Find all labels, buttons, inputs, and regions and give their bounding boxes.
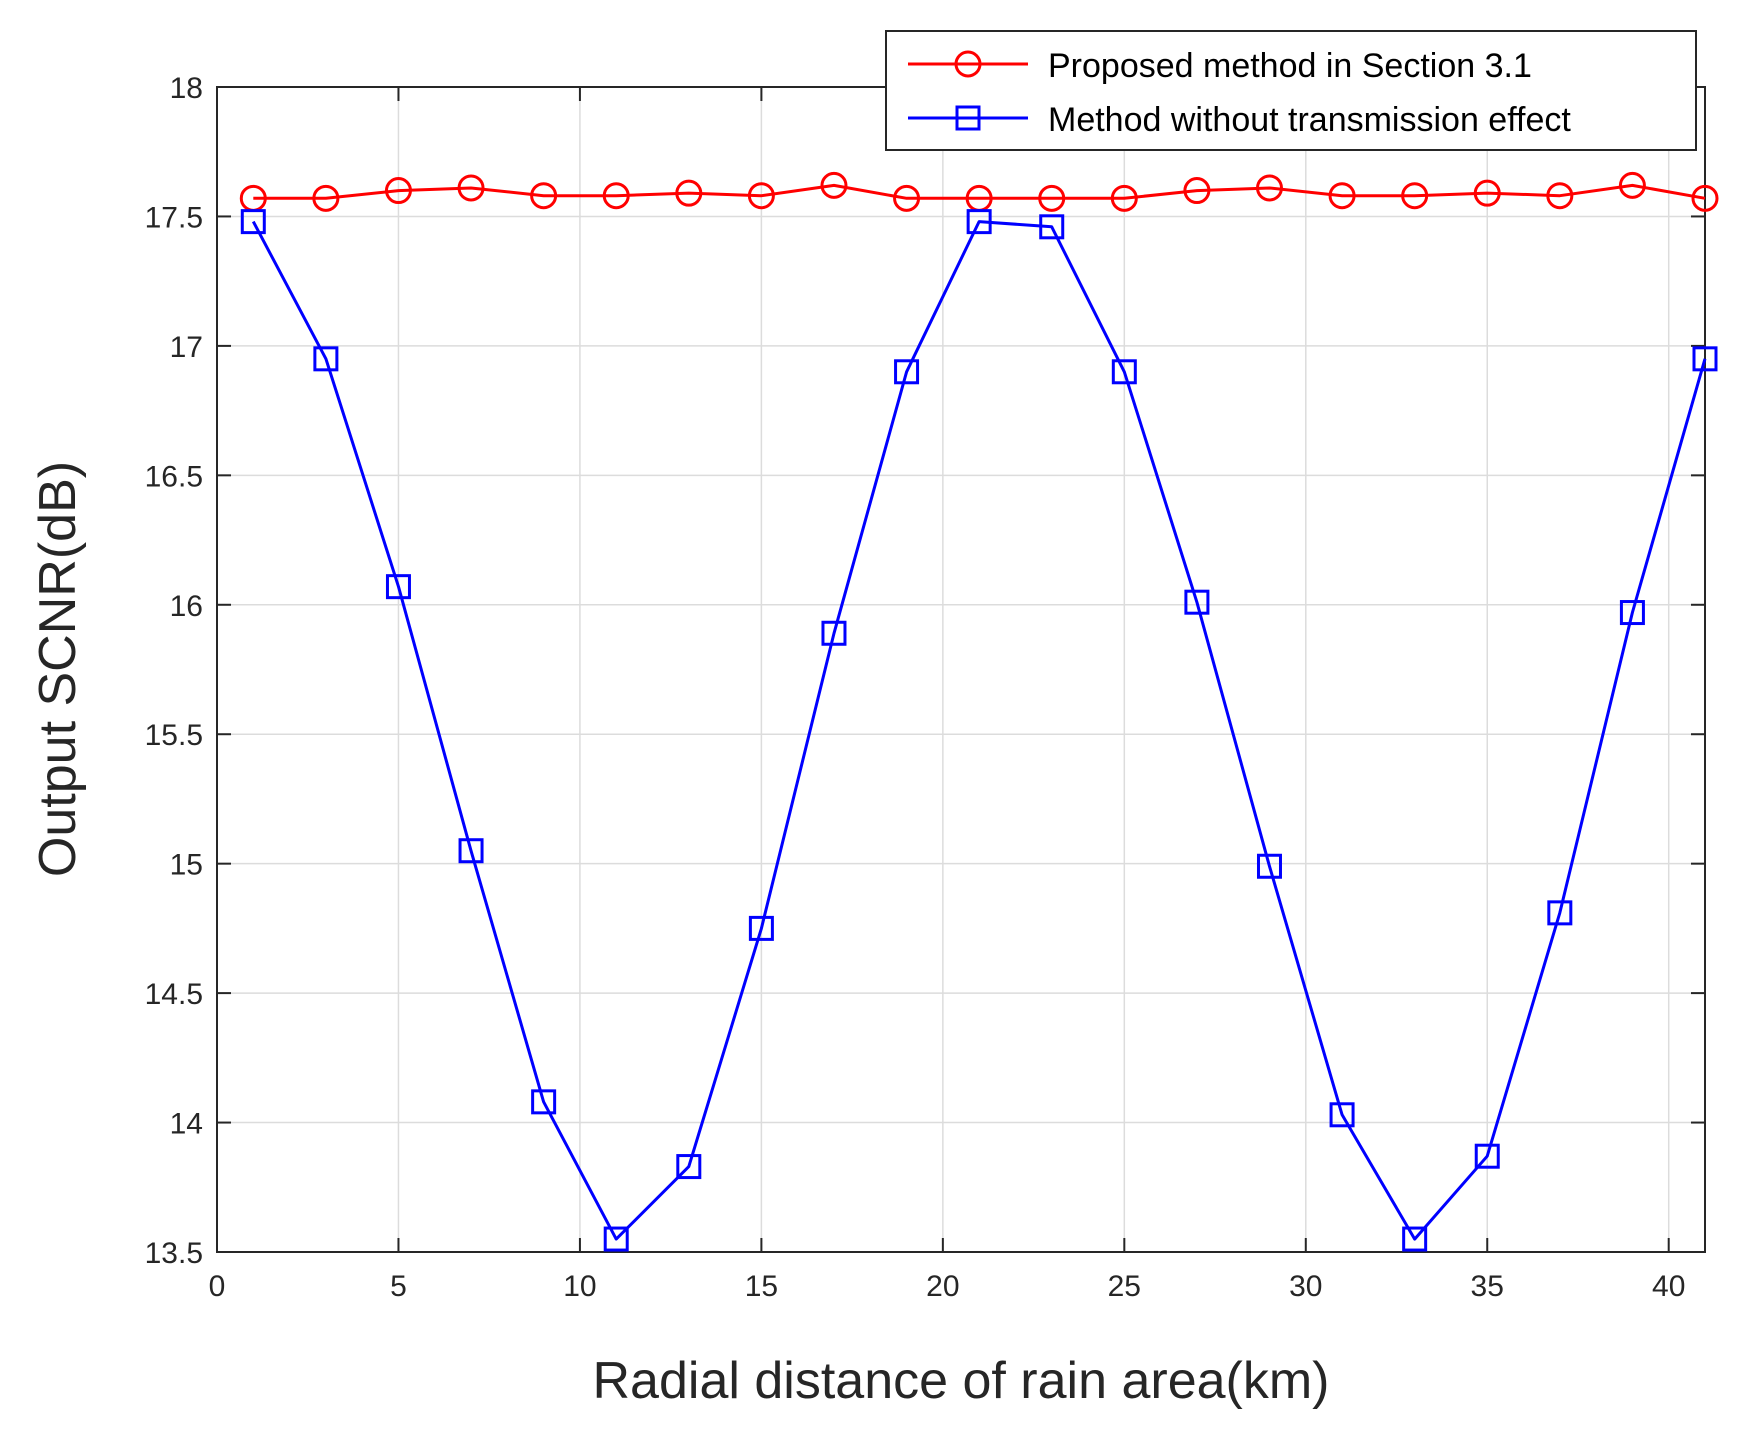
x-tick-label: 25 — [1108, 1270, 1141, 1303]
data-point — [313, 346, 339, 372]
y-tick-label: 16 — [170, 590, 203, 623]
plot-area — [217, 87, 1705, 1252]
y-tick-label: 14.5 — [145, 978, 203, 1011]
data-point — [1255, 174, 1283, 202]
series-1 — [239, 171, 1719, 212]
data-point — [894, 359, 920, 385]
data-point — [893, 184, 921, 212]
data-point — [457, 174, 485, 202]
x-tick-label: 20 — [926, 1270, 959, 1303]
data-point — [1547, 900, 1573, 926]
data-point — [602, 182, 630, 210]
series-group — [239, 171, 1719, 1252]
y-axis-label: Output SCNR(dB) — [29, 461, 87, 877]
data-point — [531, 1089, 557, 1115]
x-tick-labels: 0 5 10 15 20 25 30 35 40 — [209, 1270, 1686, 1303]
data-point — [385, 574, 411, 600]
data-point — [384, 177, 412, 205]
y-tick-label: 15.5 — [145, 719, 203, 752]
data-point — [1402, 1226, 1428, 1252]
y-tick-label: 15 — [170, 849, 203, 882]
data-point — [1328, 182, 1356, 210]
legend-label-proposed: Proposed method in Section 3.1 — [1048, 47, 1532, 85]
data-point — [240, 209, 266, 235]
legend: Proposed method in Section 3.1 Method wi… — [885, 30, 1697, 151]
data-point — [1256, 853, 1282, 879]
y-tick-label: 14 — [170, 1108, 203, 1141]
grid-lines — [217, 87, 1705, 1252]
x-tick-label: 40 — [1652, 1270, 1685, 1303]
data-point — [747, 182, 775, 210]
data-point — [1329, 1102, 1355, 1128]
data-point — [1401, 182, 1429, 210]
data-point — [675, 179, 703, 207]
series-2 — [240, 209, 1718, 1252]
data-point — [1474, 1143, 1500, 1169]
data-point — [1183, 177, 1211, 205]
data-point — [1473, 179, 1501, 207]
y-tick-labels: 13.5 14 14.5 15 15.5 16 16.5 17 17.5 18 — [145, 72, 203, 1270]
series-line — [251, 220, 1707, 1241]
x-tick-label: 5 — [390, 1270, 407, 1303]
data-point — [458, 838, 484, 864]
data-point — [676, 1154, 702, 1180]
data-point — [1692, 346, 1718, 372]
x-tick-label: 30 — [1289, 1270, 1322, 1303]
x-tick-label: 0 — [209, 1270, 226, 1303]
y-tick-label: 16.5 — [145, 460, 203, 493]
x-tick-label: 10 — [563, 1270, 596, 1303]
legend-box — [885, 30, 1697, 151]
legend-marker-proposed — [954, 50, 982, 78]
y-tick-label: 17 — [170, 331, 203, 364]
data-point — [1546, 182, 1574, 210]
data-point — [748, 915, 774, 941]
legend-label-without-transmission: Method without transmission effect — [1048, 101, 1571, 139]
data-point — [1038, 184, 1066, 212]
x-axis-label: Radial distance of rain area(km) — [593, 1352, 1330, 1410]
series-line — [253, 183, 1706, 200]
data-point — [312, 184, 340, 212]
y-tick-label: 17.5 — [145, 201, 203, 234]
data-point — [1619, 600, 1645, 626]
data-point — [1691, 184, 1719, 212]
data-point — [1039, 214, 1065, 240]
data-point — [966, 209, 992, 235]
y-tick-label: 18 — [170, 72, 203, 105]
data-point — [1184, 589, 1210, 615]
data-point — [1111, 359, 1137, 385]
data-point — [821, 620, 847, 646]
legend-marker-without-transmission — [955, 105, 981, 131]
data-point — [1618, 171, 1646, 199]
data-point — [530, 182, 558, 210]
y-tick-label: 13.5 — [145, 1237, 203, 1270]
x-tick-label: 35 — [1471, 1270, 1504, 1303]
data-point — [603, 1226, 629, 1252]
data-point — [820, 171, 848, 199]
x-tick-label: 15 — [745, 1270, 778, 1303]
data-point — [1110, 184, 1138, 212]
